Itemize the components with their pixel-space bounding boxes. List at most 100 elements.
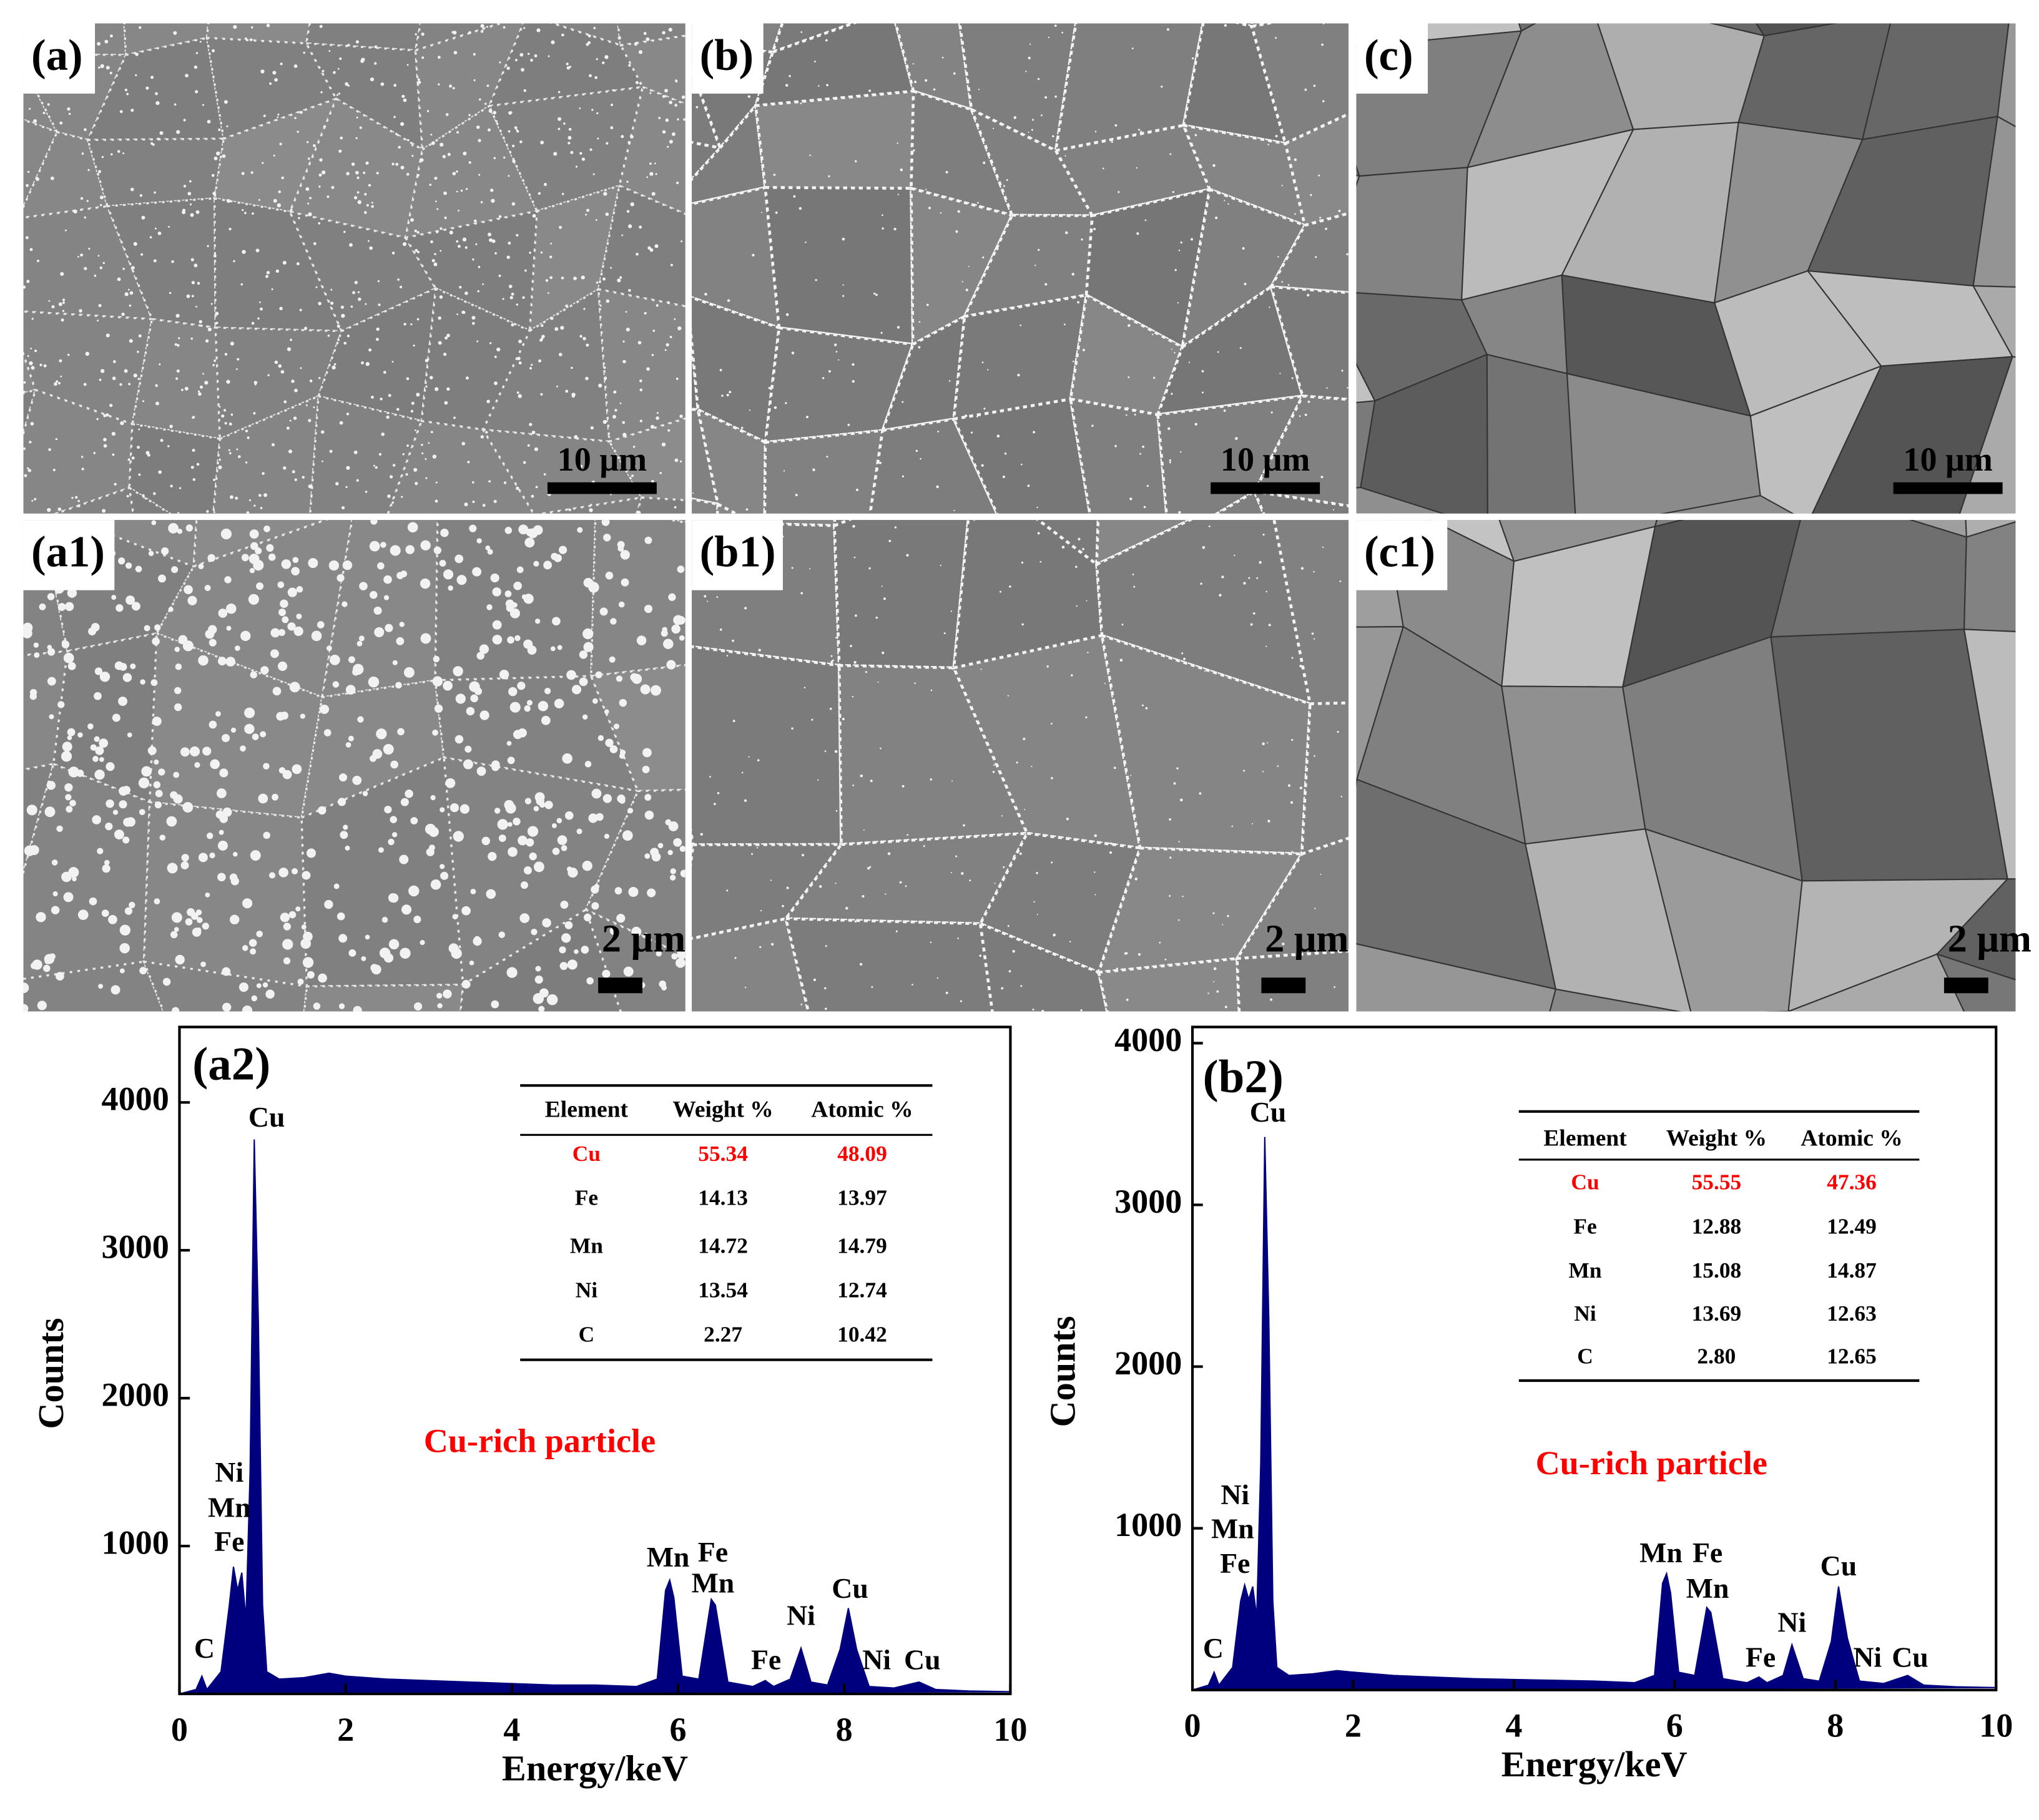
precipitate: [250, 948, 257, 955]
precipitate: [760, 212, 763, 213]
precipitate: [459, 286, 462, 289]
precipitate: [421, 443, 423, 446]
precipitate: [318, 301, 322, 306]
grain: [1874, 0, 2013, 13]
precipitate: [950, 871, 953, 874]
precipitate: [529, 252, 531, 254]
precipitate: [587, 41, 591, 45]
precipitate: [494, 355, 497, 358]
precipitate: [417, 81, 421, 84]
precipitate: [400, 122, 405, 126]
precipitate: [677, 565, 685, 573]
precipitate: [482, 504, 486, 507]
precipitate: [440, 528, 449, 537]
grain: [958, 23, 1078, 153]
grain: [1095, 520, 1194, 567]
precipitate: [253, 412, 256, 415]
precipitate: [1037, 77, 1040, 81]
precipitate: [1051, 776, 1053, 780]
precipitate: [198, 853, 208, 863]
precipitate: [543, 560, 553, 570]
precipitate: [1242, 247, 1245, 250]
precipitate: [940, 564, 941, 567]
precipitate: [358, 635, 365, 642]
precipitate: [248, 499, 252, 502]
precipitate: [29, 844, 39, 855]
precipitate: [655, 173, 657, 175]
precipitate: [111, 431, 115, 436]
grain: [1182, 23, 1288, 145]
precipitate: [656, 412, 659, 414]
precipitate: [402, 453, 405, 456]
precipitate: [531, 364, 533, 366]
precipitate: [122, 152, 125, 155]
precipitate: [472, 258, 474, 261]
precipitate: [656, 951, 662, 957]
precipitate: [1299, 664, 1302, 668]
precipitate: [260, 307, 263, 311]
precipitate: [416, 393, 420, 397]
precipitate: [760, 909, 762, 912]
grain: [1284, 112, 1349, 227]
precipitate: [185, 74, 189, 77]
precipitate: [121, 312, 125, 316]
precipitate: [882, 651, 885, 655]
table-cell: 14.72: [698, 1233, 748, 1258]
grain: [1095, 520, 1312, 707]
precipitate: [1320, 873, 1322, 875]
precipitate: [202, 373, 204, 375]
precipitate: [300, 713, 305, 719]
peak-label: Cu: [1820, 1550, 1857, 1582]
precipitate: [93, 452, 96, 454]
precipitate: [957, 937, 959, 939]
precipitate: [318, 973, 327, 983]
precipitate: [802, 853, 805, 857]
precipitate: [327, 195, 330, 198]
precipitate: [337, 574, 345, 582]
precipitate: [242, 1005, 253, 1012]
precipitate: [461, 310, 465, 314]
precipitate: [534, 447, 538, 451]
precipitate: [416, 231, 420, 234]
precipitate: [1146, 484, 1149, 487]
precipitate: [559, 962, 568, 971]
peak-label: Mn: [1211, 1512, 1254, 1544]
grain: [833, 520, 853, 528]
precipitate: [517, 356, 521, 361]
precipitate: [403, 98, 407, 102]
grain: [607, 417, 685, 502]
precipitate: [212, 192, 217, 195]
precipitate: [283, 957, 291, 965]
precipitate: [415, 33, 417, 36]
precipitate: [488, 480, 491, 483]
precipitate: [1244, 282, 1247, 286]
precipitate: [330, 301, 334, 305]
precipitate: [258, 494, 262, 497]
grain: [1963, 629, 2016, 880]
precipitate: [27, 469, 31, 472]
precipitate: [583, 577, 594, 588]
precipitate: [399, 285, 403, 288]
precipitate: [168, 607, 174, 612]
precipitate: [361, 57, 365, 62]
precipitate: [57, 701, 65, 708]
precipitate: [48, 448, 51, 451]
precipitate: [249, 568, 255, 574]
precipitate: [112, 713, 120, 722]
precipitate: [993, 764, 995, 766]
plot-frame: [178, 1025, 1012, 1696]
precipitate: [371, 202, 373, 204]
precipitate: [253, 560, 264, 571]
precipitate: [1174, 351, 1176, 354]
precipitate: [503, 156, 506, 159]
precipitate: [504, 527, 513, 534]
precipitate: [658, 117, 661, 119]
precipitate: [479, 644, 489, 654]
precipitate: [666, 343, 669, 347]
precipitate: [430, 795, 436, 801]
precipitate: [539, 988, 549, 998]
precipitate: [366, 203, 369, 207]
precipitate: [854, 614, 857, 617]
precipitate: [106, 66, 110, 70]
precipitate: [343, 824, 348, 830]
